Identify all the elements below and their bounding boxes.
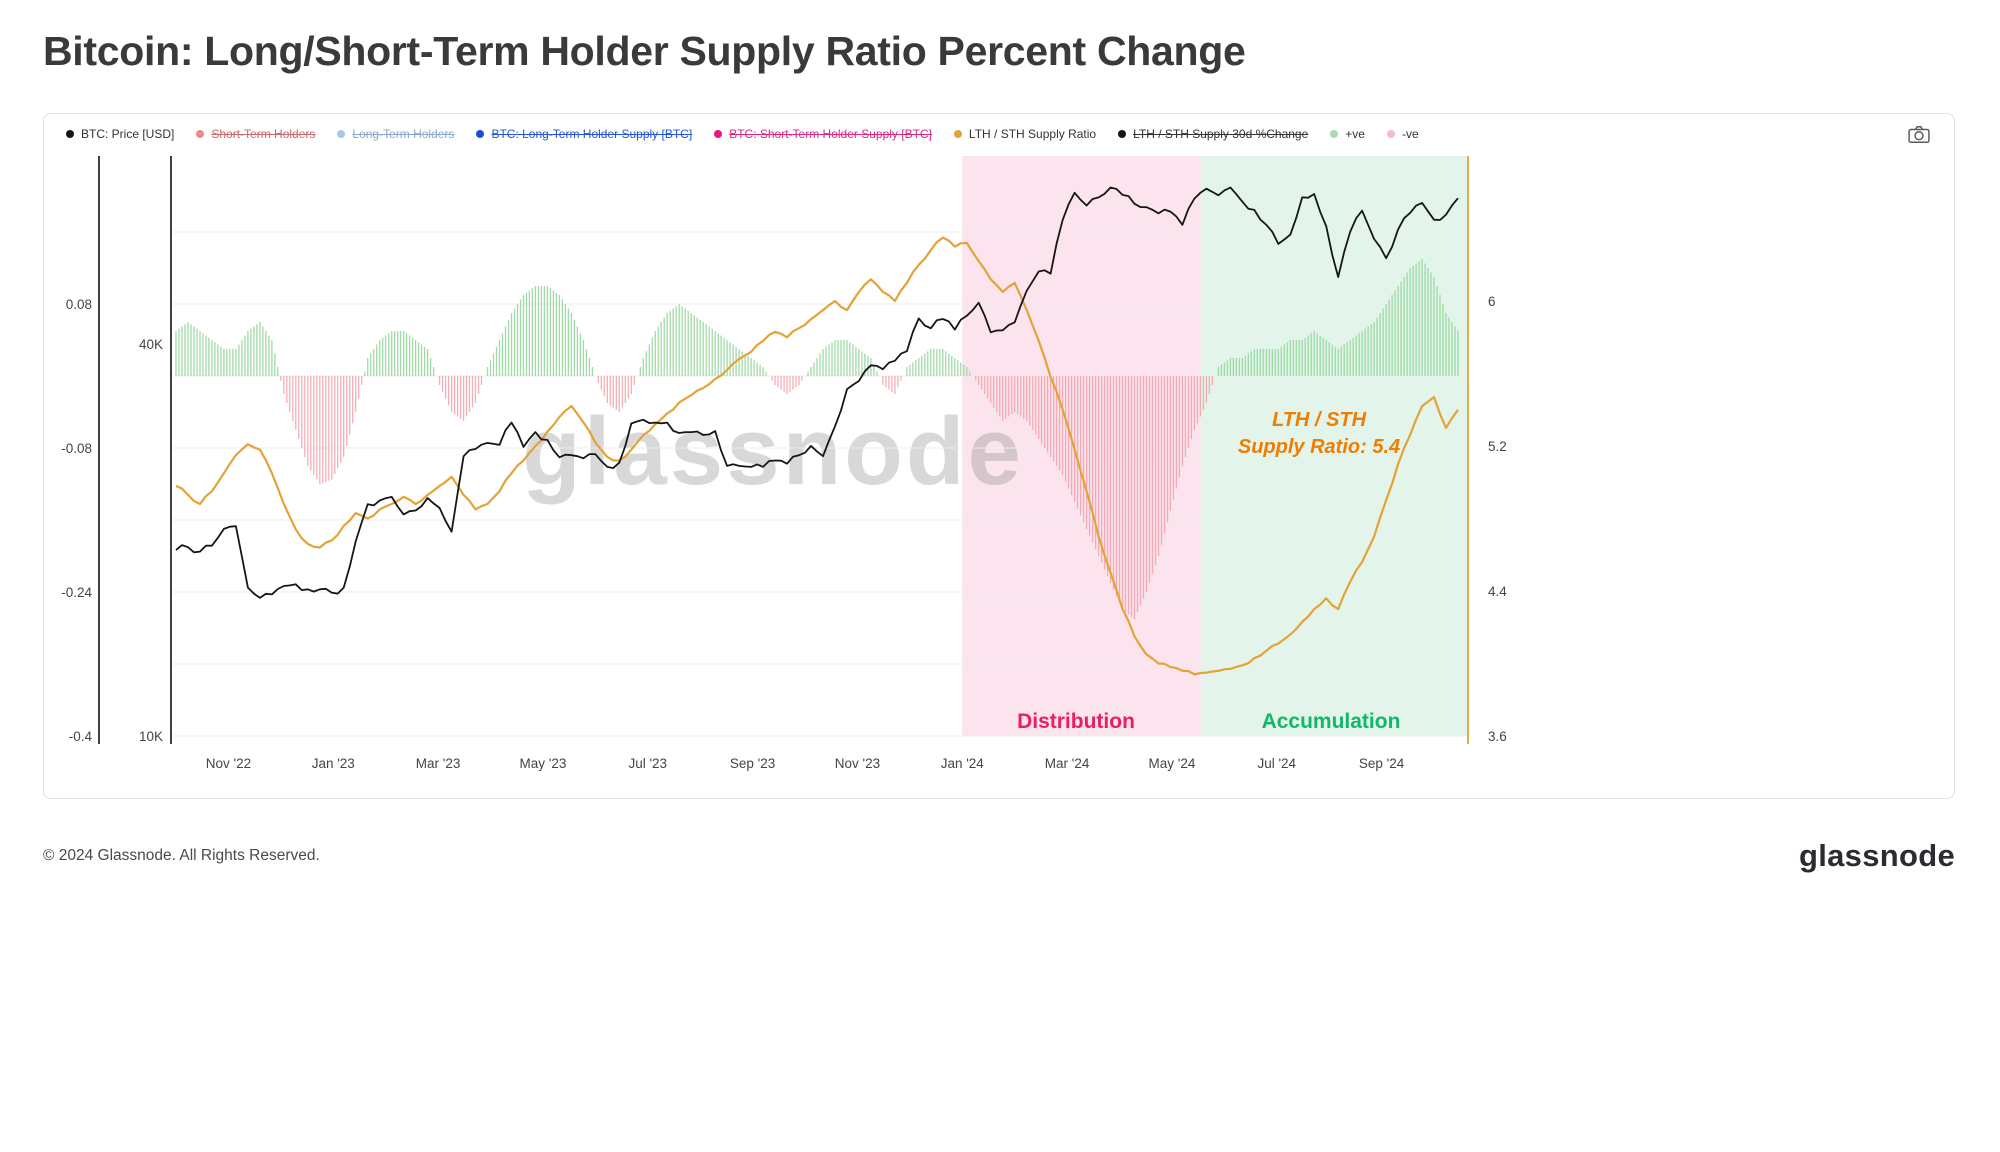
- ratio-annotation-line1: LTH / STH: [1271, 409, 1367, 431]
- zone-label-distribution: Distribution: [1017, 710, 1135, 733]
- x-axis-tick: Mar '24: [1045, 756, 1090, 771]
- x-axis-tick: Sep '23: [730, 756, 775, 771]
- page-title: Bitcoin: Long/Short-Term Holder Supply R…: [43, 28, 1246, 74]
- legend-items: BTC: Price [USD] Short-Term Holders Long-T…: [66, 127, 1419, 141]
- x-axis-tick: Jul '23: [628, 756, 667, 771]
- legend-label: LTH / STH Supply 30d %Change: [1133, 127, 1309, 141]
- legend-dot-icon: [1118, 130, 1127, 138]
- zone-label-accumulation: Accumulation: [1261, 710, 1401, 733]
- legend-dot-icon: [66, 130, 74, 138]
- x-axis-tick: May '24: [1149, 756, 1196, 771]
- price-axis-tick: 40K: [139, 337, 163, 352]
- glassnode-logo: glassnode: [1798, 838, 1955, 873]
- legend-dot-icon: [1330, 130, 1339, 138]
- ratio-axis-tick: 4.4: [1488, 584, 1507, 599]
- x-axis-tick: Mar '23: [416, 756, 461, 771]
- legend-label: +ve: [1345, 127, 1365, 141]
- legend-label: Short-Term Holders: [211, 127, 316, 141]
- footer-copyright: © 2024 Glassnode. All Rights Reserved.: [43, 847, 320, 864]
- legend-bar: BTC: Price [USD] Short-Term Holders Long-T…: [44, 114, 1954, 154]
- legend-label: Long-Term Holders: [352, 127, 455, 141]
- pct-change-histogram: [175, 259, 1459, 619]
- chart-card: BTC: Price [USD] Short-Term Holders Long-T…: [43, 113, 1955, 799]
- pct-axis-tick: -0.24: [61, 585, 92, 600]
- ratio-axis-tick: 6: [1488, 294, 1496, 309]
- price-series-line: [175, 186, 1459, 599]
- camera-icon: [1908, 125, 1930, 143]
- zone-accumulation-rect: [1200, 156, 1469, 736]
- price-axis-tick: 10K: [139, 729, 163, 744]
- watermark: glassnode: [522, 398, 1024, 505]
- pct-axis-tick: -0.4: [69, 729, 93, 744]
- legend-dot-icon: [714, 130, 723, 138]
- pct-axis-tick: -0.08: [61, 441, 92, 456]
- legend-item-8[interactable]: -ve: [1386, 127, 1419, 141]
- x-axis-tick: Nov '23: [835, 756, 880, 771]
- legend-label: -ve: [1401, 127, 1419, 141]
- ratio-series-line: [175, 236, 1459, 676]
- legend-item-6[interactable]: LTH / STH Supply 30d %Change: [1118, 127, 1308, 141]
- legend-label: BTC: Price [USD]: [81, 127, 175, 141]
- legend-dot-icon: [476, 130, 485, 138]
- ratio-annotation-line2: Supply Ratio: 5.4: [1237, 436, 1401, 458]
- ratio-annotation: LTH / STH Supply Ratio: 5.4: [1238, 407, 1400, 461]
- x-axis-tick: Jan '24: [941, 756, 985, 771]
- legend-item-2[interactable]: Long-Term Holders: [337, 127, 454, 141]
- legend-label: BTC: Long-Term Holder Supply [BTC]: [491, 127, 693, 141]
- x-axis-tick: May '23: [519, 756, 566, 771]
- legend-item-1[interactable]: Short-Term Holders: [196, 127, 315, 141]
- legend-item-7[interactable]: +ve: [1330, 127, 1365, 141]
- legend-item-3[interactable]: BTC: Long-Term Holder Supply [BTC]: [476, 127, 692, 141]
- chart-area: glassnode 0.08 -0.08 -0.24 -0.4 40K 10K 6 5.2 4.4…: [44, 154, 1954, 799]
- pct-axis-tick: 0.08: [66, 297, 92, 312]
- x-axis-tick: Jul '24: [1257, 756, 1296, 771]
- legend-item-4[interactable]: BTC: Short-Term Holder Supply [BTC]: [714, 127, 932, 141]
- x-axis-tick: Nov '22: [206, 756, 251, 771]
- ratio-axis-tick: 5.2: [1488, 439, 1507, 454]
- legend-item-5[interactable]: LTH / STH Supply Ratio: [953, 127, 1097, 141]
- legend-dot-icon: [337, 130, 346, 138]
- legend-label: BTC: Short-Term Holder Supply [BTC]: [729, 127, 932, 141]
- legend-label: LTH / STH Supply Ratio: [968, 127, 1097, 141]
- legend-item-0[interactable]: BTC: Price [USD]: [66, 127, 174, 141]
- legend-dot-icon: [953, 130, 962, 138]
- x-axis-tick: Jan '23: [312, 756, 355, 771]
- legend-dot-icon: [196, 130, 205, 138]
- footer: © 2024 Glassnode. All Rights Reserved. g…: [43, 836, 1955, 876]
- ratio-axis-tick: 3.6: [1488, 729, 1507, 744]
- x-axis-tick: Sep '24: [1359, 756, 1405, 771]
- chart-canvas[interactable]: glassnode 0.08 -0.08 -0.24 -0.4 40K 10K 6 5.2 4.4…: [44, 154, 1954, 799]
- screenshot-button[interactable]: [1906, 123, 1932, 146]
- legend-dot-icon: [1386, 130, 1395, 138]
